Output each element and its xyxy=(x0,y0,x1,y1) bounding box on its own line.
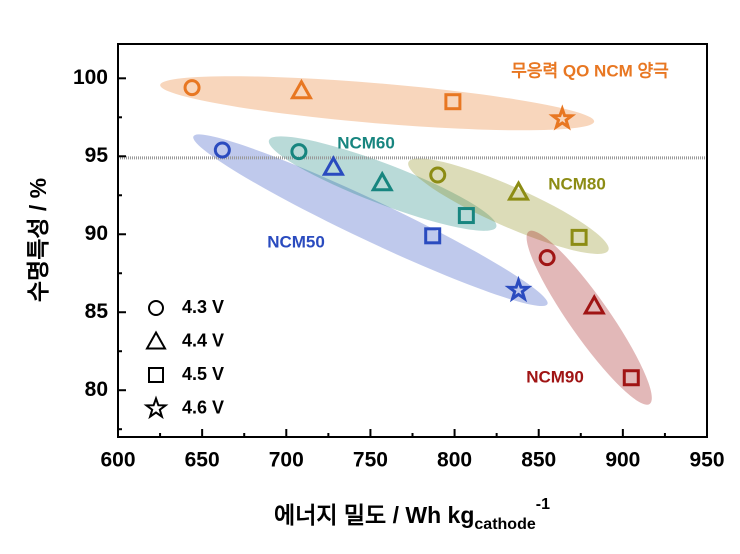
point xyxy=(321,155,345,176)
point xyxy=(444,93,462,111)
point xyxy=(506,180,531,201)
group-region xyxy=(193,134,548,307)
x-tick-label: 750 xyxy=(353,449,388,472)
point xyxy=(213,141,231,159)
point xyxy=(457,207,475,225)
x-label-sub: cathode xyxy=(474,516,535,533)
legend-label: 4.3 V xyxy=(182,297,224,317)
legend-marker xyxy=(148,367,164,383)
y-tick-label: 90 xyxy=(85,222,108,245)
point xyxy=(370,170,394,192)
point xyxy=(538,249,556,267)
group-label: NCM50 xyxy=(267,232,325,251)
y-axis-label: 수명특성 / % xyxy=(25,178,51,302)
y-tick-label: 100 xyxy=(73,66,108,89)
point xyxy=(582,293,606,315)
legend-marker xyxy=(145,330,167,350)
legend-label: 4.4 V xyxy=(182,330,224,350)
point xyxy=(290,143,308,161)
legend-label: 4.6 V xyxy=(182,397,224,417)
x-tick-label: 650 xyxy=(185,449,220,472)
group-label: NCM90 xyxy=(526,367,584,386)
x-tick-label: 950 xyxy=(689,449,724,472)
point xyxy=(429,166,447,184)
group-label: 무응력 QO NCM 양극 xyxy=(511,61,669,80)
x-tick-label: 900 xyxy=(605,449,640,472)
legend-marker xyxy=(148,300,164,316)
x-label-sup: -1 xyxy=(536,496,550,513)
x-tick-label: 700 xyxy=(269,449,304,472)
group-region xyxy=(160,76,595,131)
group-region xyxy=(526,230,652,405)
legend-label: 4.5 V xyxy=(182,364,224,384)
legend-marker xyxy=(143,395,169,420)
y-tick-label: 80 xyxy=(85,378,108,401)
point xyxy=(289,78,313,100)
point xyxy=(504,275,533,303)
x-tick-label: 800 xyxy=(437,449,472,472)
point xyxy=(622,369,640,387)
x-axis-label: 에너지 밀도 / Wh kgcathode-1 xyxy=(274,496,550,533)
y-tick-label: 95 xyxy=(85,144,109,167)
x-tick-label: 600 xyxy=(100,449,135,472)
point xyxy=(570,228,588,246)
point xyxy=(424,227,442,245)
point xyxy=(548,104,577,131)
x-tick-label: 850 xyxy=(521,449,556,472)
x-label-main: 에너지 밀도 / Wh kg xyxy=(274,502,474,528)
point xyxy=(183,79,201,97)
group-region xyxy=(408,158,609,254)
group-region xyxy=(268,136,497,231)
regions xyxy=(160,76,652,405)
group-label: NCM80 xyxy=(548,174,606,193)
y-tick-label: 85 xyxy=(85,300,109,323)
group-label: NCM60 xyxy=(337,133,395,152)
